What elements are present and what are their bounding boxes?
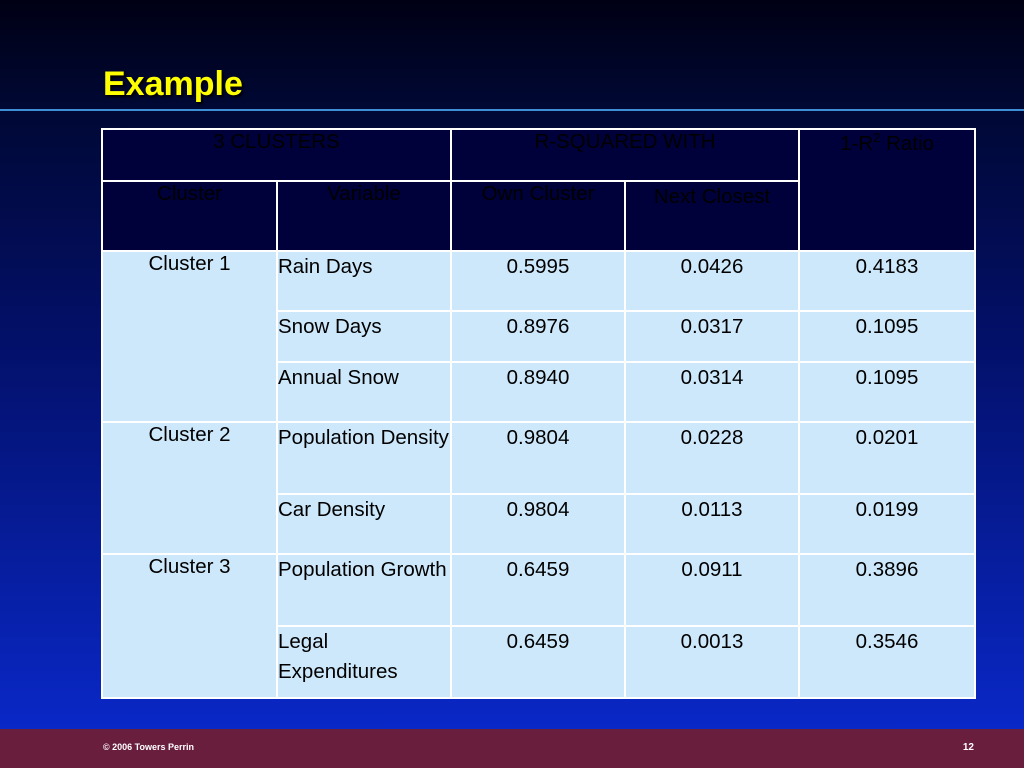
next-closest-cell: 0.0314 (623, 361, 801, 423)
next-closest-cell: 0.0113 (623, 493, 801, 555)
header-ratio-base: 1-R (840, 131, 874, 155)
own-cluster-cell: 0.8940 (450, 361, 626, 423)
header-rsquared-with: R-SQUARED WITH (449, 128, 801, 182)
variable-cell: Annual Snow (276, 361, 452, 423)
header-own-cluster: Own Cluster (450, 180, 626, 252)
header-next-closest: Next Closest (623, 180, 801, 252)
slide-title: Example (103, 65, 243, 103)
variable-cell: Legal Expenditures (276, 625, 452, 699)
cluster-label: Cluster 1 (101, 250, 278, 423)
ratio-cell: 0.0201 (798, 421, 977, 495)
variable-cell: Rain Days (276, 250, 452, 312)
table-row: Annual Snow 0.8940 0.0314 0.1095 (102, 361, 977, 423)
next-closest-cell: 0.0911 (623, 553, 801, 627)
ratio-cell: 0.0199 (798, 493, 977, 555)
page-number: 12 (962, 742, 974, 753)
table-row: Cluster 3 Population Growth 0.6459 0.091… (101, 553, 977, 699)
header-ratio-superscript: 2 (873, 130, 881, 145)
own-cluster-cell: 0.6459 (450, 625, 626, 699)
header-row-1: 3 CLUSTERS R-SQUARED WITH 1-R2 Ratio (101, 128, 977, 252)
next-closest-cell: 0.0426 (623, 250, 801, 312)
own-cluster-cell: 0.8976 (450, 310, 626, 363)
variable-cell: Population Growth (276, 553, 452, 627)
own-cluster-cell: 0.5995 (450, 250, 626, 312)
header-clusters: 3 CLUSTERS (101, 128, 452, 182)
table-row: Snow Days 0.8976 0.0317 0.1095 (102, 310, 977, 363)
own-cluster-cell: 0.9804 (450, 493, 626, 555)
ratio-cell: 0.1095 (798, 361, 977, 423)
copyright-text: © 2006 Towers Perrin (103, 742, 195, 752)
variable-cell: Snow Days (276, 310, 452, 363)
title-divider (0, 109, 1024, 111)
variable-cell: Population Density (276, 421, 452, 495)
ratio-cell: 0.4183 (798, 250, 977, 312)
table-row: Cluster 1 Rain Days 0.5995 0.0426 0.4183 (101, 250, 977, 423)
header-variable: Variable (276, 180, 452, 252)
next-closest-cell: 0.0228 (623, 421, 801, 495)
next-closest-cell: 0.0013 (623, 625, 801, 699)
ratio-cell: 0.1095 (798, 310, 977, 363)
header-ratio: 1-R2 Ratio (798, 128, 977, 252)
cluster-label: Cluster 3 (101, 553, 278, 699)
table-row: Legal Expenditures 0.6459 0.0013 0.3546 (102, 625, 977, 699)
ratio-cell: 0.3546 (798, 625, 977, 699)
own-cluster-cell: 0.6459 (450, 553, 626, 627)
own-cluster-cell: 0.9804 (450, 421, 626, 495)
table-row: Car Density 0.9804 0.0113 0.0199 (102, 493, 977, 555)
ratio-cell: 0.3896 (798, 553, 977, 627)
header-row-2: Cluster Variable Own Cluster Next Closes… (101, 180, 975, 252)
next-closest-cell: 0.0317 (623, 310, 801, 363)
header-ratio-rest: Ratio (880, 131, 934, 155)
cluster-label: Cluster 2 (101, 421, 278, 555)
cluster-rsquared-table: 3 CLUSTERS R-SQUARED WITH 1-R2 Ratio Clu… (101, 128, 977, 699)
header-cluster: Cluster (101, 180, 278, 252)
variable-cell: Car Density (276, 493, 452, 555)
table-row: Cluster 2 Population Density 0.9804 0.02… (101, 421, 977, 555)
footer-bar: © 2006 Towers Perrin 12 (0, 729, 1024, 768)
